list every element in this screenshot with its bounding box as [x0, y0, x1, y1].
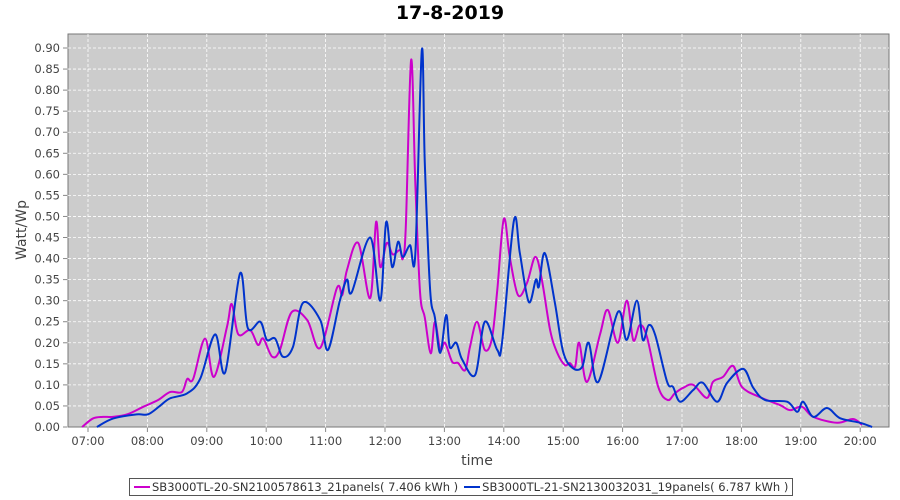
- y-tick-label: 0.45: [34, 231, 60, 245]
- y-axis-label: Watt/Wp: [14, 200, 30, 260]
- x-tick-label: 17:00: [665, 434, 698, 448]
- y-tick-label: 0.15: [34, 357, 60, 371]
- y-axis: 0.00 0.05 0.10 0.15 0.20 0.25 0.30 0.35 0.40 0.45…: [34, 41, 67, 434]
- x-tick-label: 20:00: [844, 434, 877, 448]
- series-lines: [81, 47, 873, 428]
- legend-label: SB3000TL-20-SN2100578613_21panels( 7.406…: [152, 480, 459, 494]
- x-tick-label: 19:00: [784, 434, 817, 448]
- chart-title: 17-8-2019: [395, 2, 505, 24]
- y-tick-label: 0.40: [34, 252, 60, 266]
- legend-label: SB3000TL-21-SN2130032031_19panels( 6.787…: [482, 480, 789, 494]
- plot-area: [67, 33, 890, 428]
- legend-item-inverter-21: SB3000TL-21-SN2130032031_19panels( 6.787…: [464, 480, 788, 494]
- grid-lines: [68, 34, 889, 427]
- y-tick-label: 0.65: [34, 146, 60, 160]
- y-tick-label: 0.25: [34, 315, 60, 329]
- y-tick-label: 0.00: [34, 420, 60, 434]
- x-axis-label: time: [461, 453, 493, 469]
- x-tick-label: 14:00: [487, 434, 520, 448]
- x-tick-label: 07:00: [71, 434, 104, 448]
- x-tick-label: 15:00: [547, 434, 580, 448]
- legend-item-inverter-20: SB3000TL-20-SN2100578613_21panels( 7.406…: [134, 480, 458, 494]
- x-tick-label: 16:00: [606, 434, 639, 448]
- x-tick-label: 10:00: [250, 434, 283, 448]
- legend-swatch: [134, 486, 150, 488]
- x-axis: 07:00 08:00 09:00 10:00 11:00 12:00 13:00 14:00…: [71, 428, 877, 448]
- x-tick-label: 08:00: [131, 434, 164, 448]
- y-tick-label: 0.20: [34, 336, 60, 350]
- x-tick-label: 09:00: [190, 434, 223, 448]
- y-tick-label: 0.75: [34, 104, 60, 118]
- y-tick-label: 0.60: [34, 167, 60, 181]
- x-tick-label: 11:00: [309, 434, 342, 448]
- y-tick-label: 0.10: [34, 378, 60, 392]
- y-tick-label: 0.30: [34, 294, 60, 308]
- y-tick-label: 0.80: [34, 83, 60, 97]
- y-tick-label: 0.05: [34, 399, 60, 413]
- series-line-1: [96, 47, 873, 428]
- y-tick-label: 0.35: [34, 273, 60, 287]
- legend-swatch: [464, 486, 481, 488]
- y-tick-label: 0.50: [34, 209, 60, 223]
- x-tick-label: 18:00: [725, 434, 758, 448]
- y-tick-label: 0.90: [34, 41, 60, 55]
- legend: SB3000TL-20-SN2100578613_21panels( 7.406…: [129, 478, 794, 496]
- y-tick-label: 0.70: [34, 125, 60, 139]
- x-tick-label: 12:00: [368, 434, 401, 448]
- x-tick-label: 13:00: [428, 434, 461, 448]
- y-tick-label: 0.55: [34, 188, 60, 202]
- y-tick-label: 0.85: [34, 62, 60, 76]
